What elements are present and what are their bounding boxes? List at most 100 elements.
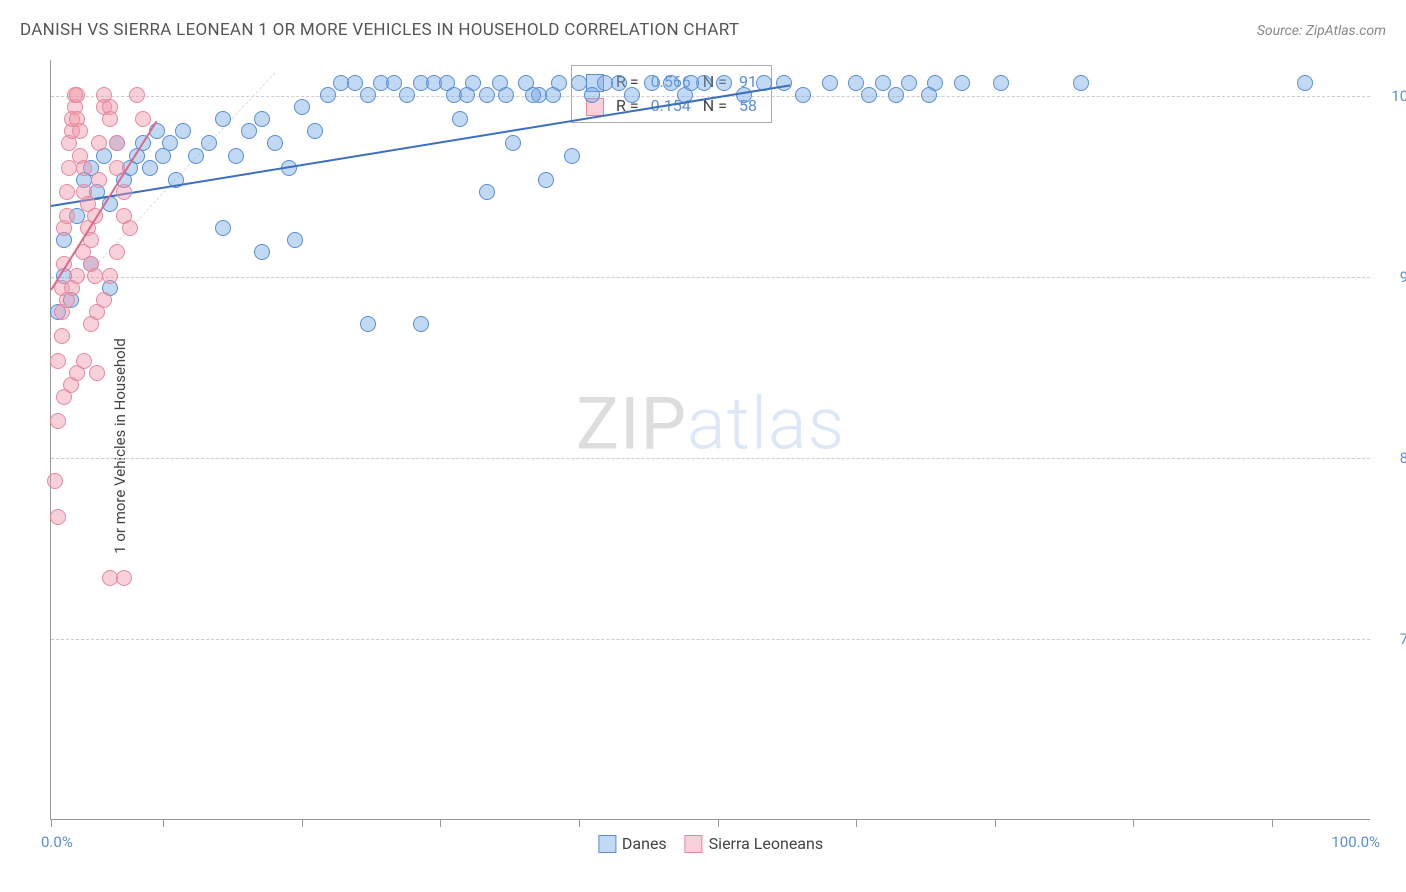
data-point	[122, 220, 138, 236]
data-point	[50, 353, 66, 369]
data-point	[571, 75, 587, 91]
chart-header: DANISH VS SIERRA LEONEAN 1 OR MORE VEHIC…	[20, 20, 1386, 40]
data-point	[452, 111, 468, 127]
data-point	[102, 268, 118, 284]
data-point	[228, 148, 244, 164]
data-point	[142, 160, 158, 176]
x-tick	[302, 819, 303, 827]
legend-swatch	[598, 835, 616, 853]
x-tick	[51, 819, 52, 827]
data-point	[498, 87, 514, 103]
data-point	[116, 184, 132, 200]
gridline	[51, 277, 1370, 278]
data-point	[347, 75, 363, 91]
y-tick-label: 85.0%	[1380, 449, 1406, 467]
legend-label: Danes	[622, 834, 667, 853]
data-point	[267, 135, 283, 151]
data-point	[320, 87, 336, 103]
data-point	[525, 87, 541, 103]
data-point	[215, 111, 231, 127]
data-point	[254, 244, 270, 260]
data-point	[188, 148, 204, 164]
data-point	[716, 75, 732, 91]
data-point	[91, 172, 107, 188]
data-point	[175, 123, 191, 139]
y-tick-label: 100.0%	[1380, 87, 1406, 105]
data-point	[72, 123, 88, 139]
data-point	[399, 87, 415, 103]
data-point	[993, 75, 1009, 91]
data-point	[116, 570, 132, 586]
legend-label: Sierra Leoneans	[709, 834, 823, 853]
data-point	[76, 353, 92, 369]
data-point	[162, 135, 178, 151]
data-point	[215, 220, 231, 236]
data-point	[109, 135, 125, 151]
data-point	[386, 75, 402, 91]
data-point	[459, 87, 475, 103]
data-point	[776, 75, 792, 91]
data-point	[479, 87, 495, 103]
data-point	[584, 87, 600, 103]
data-point	[201, 135, 217, 151]
data-point	[360, 316, 376, 332]
legend-item: Sierra Leoneans	[685, 834, 823, 853]
data-point	[254, 111, 270, 127]
data-point	[59, 208, 75, 224]
data-point	[129, 87, 145, 103]
data-point	[795, 87, 811, 103]
data-point	[954, 75, 970, 91]
data-point	[287, 232, 303, 248]
data-point	[241, 123, 257, 139]
data-point	[861, 87, 877, 103]
data-point	[545, 87, 561, 103]
data-point	[76, 160, 92, 176]
legend-item: Danes	[598, 834, 667, 853]
data-point	[822, 75, 838, 91]
data-point	[91, 135, 107, 151]
data-point	[307, 123, 323, 139]
data-point	[505, 135, 521, 151]
x-tick	[718, 819, 719, 827]
gridline	[51, 458, 1370, 459]
x-tick	[163, 819, 164, 827]
data-point	[624, 87, 640, 103]
data-point	[736, 87, 752, 103]
data-point	[921, 87, 937, 103]
gridline	[51, 639, 1370, 640]
data-point	[96, 292, 112, 308]
x-tick	[440, 819, 441, 827]
data-point	[54, 328, 70, 344]
series-legend: Danes Sierra Leoneans	[598, 834, 823, 853]
data-point	[875, 75, 891, 91]
plot-area: ZIPatlas 0.0% 100.0% R =0.566N =91R =0.1…	[50, 60, 1370, 820]
data-point	[360, 87, 376, 103]
data-point	[47, 473, 63, 489]
data-point	[888, 87, 904, 103]
x-tick	[1133, 819, 1134, 827]
data-point	[87, 268, 103, 284]
y-tick-label: 77.5%	[1380, 630, 1406, 648]
legend-swatch	[685, 835, 703, 853]
data-point	[479, 184, 495, 200]
watermark: ZIPatlas	[576, 382, 845, 467]
data-point	[89, 365, 105, 381]
data-point	[848, 75, 864, 91]
data-point	[50, 509, 66, 525]
data-point	[109, 244, 125, 260]
data-point	[69, 268, 85, 284]
y-tick-label: 92.5%	[1380, 268, 1406, 286]
chart-source: Source: ZipAtlas.com	[1257, 23, 1386, 39]
data-point	[135, 111, 151, 127]
data-point	[1073, 75, 1089, 91]
data-point	[644, 75, 660, 91]
data-point	[102, 111, 118, 127]
x-tick	[995, 819, 996, 827]
data-point	[69, 87, 85, 103]
chart-title: DANISH VS SIERRA LEONEAN 1 OR MORE VEHIC…	[20, 20, 739, 40]
x-tick	[856, 819, 857, 827]
data-point	[683, 75, 699, 91]
x-min-label: 0.0%	[41, 833, 73, 851]
data-point	[59, 184, 75, 200]
data-point	[50, 413, 66, 429]
